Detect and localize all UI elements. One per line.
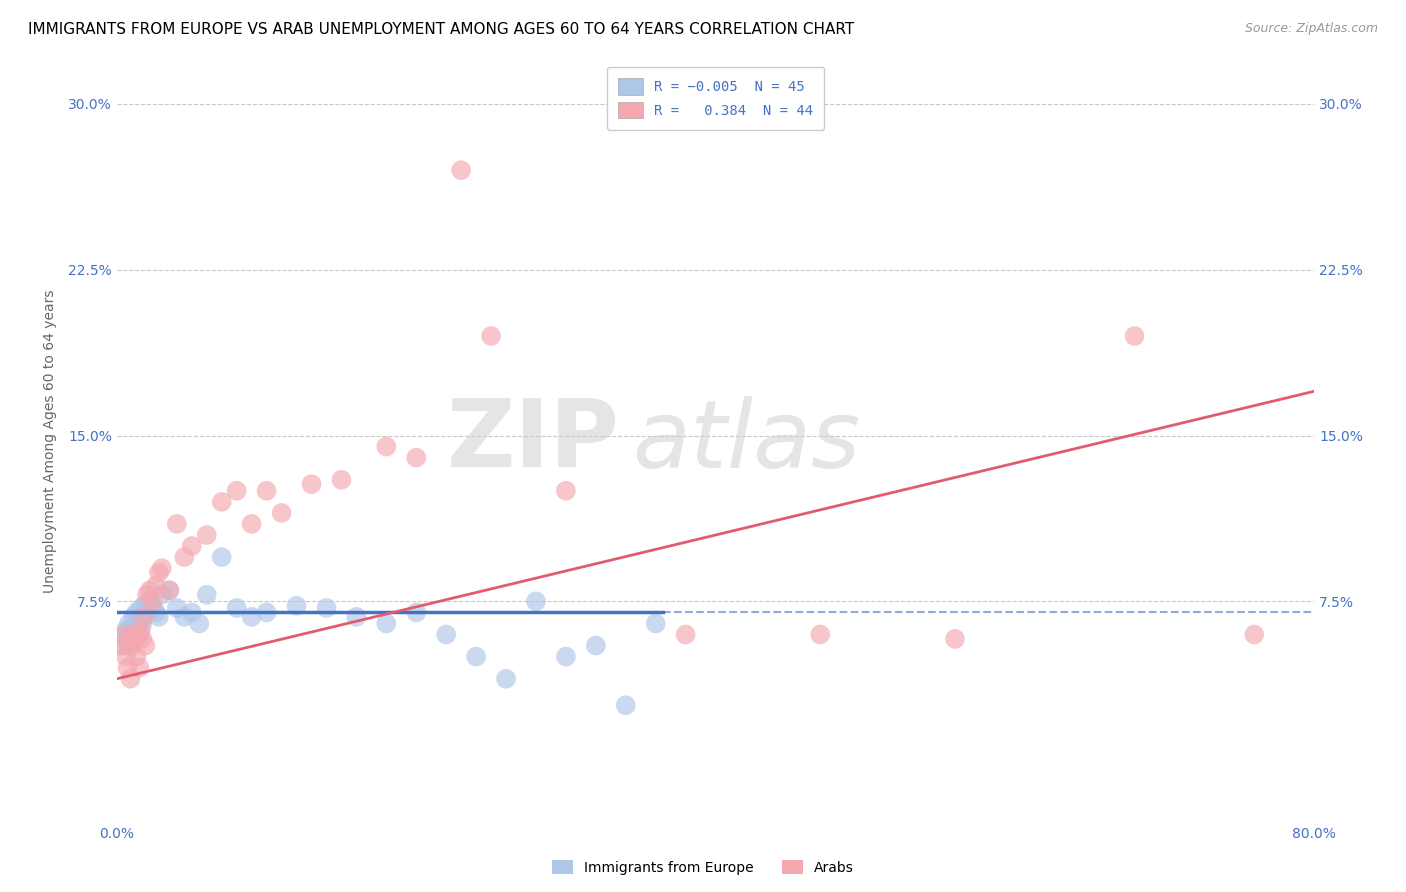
Point [188,616,211,631]
Point [166,601,188,615]
Point [375,440,398,454]
Point [256,483,278,498]
Point [128,661,150,675]
Point [150,561,173,575]
Point [225,483,247,498]
Point [129,623,152,637]
Point [180,539,202,553]
Point [124,634,146,648]
Point [479,329,502,343]
Point [115,649,138,664]
Point [157,583,180,598]
Point [195,528,218,542]
Point [644,616,666,631]
Point [256,606,278,620]
Point [225,601,247,615]
Point [524,594,547,608]
Point [301,477,323,491]
Point [118,616,141,631]
Point [211,495,233,509]
Point [148,610,170,624]
Point [166,516,188,531]
Point [434,627,457,641]
Text: IMMIGRANTS FROM EUROPE VS ARAB UNEMPLOYMENT AMONG AGES 60 TO 64 YEARS CORRELATIO: IMMIGRANTS FROM EUROPE VS ARAB UNEMPLOYM… [28,22,855,37]
Point [405,450,427,465]
Point [121,621,143,635]
Point [134,597,156,611]
Point [270,506,292,520]
Point [142,594,165,608]
Point [114,627,136,641]
Point [122,610,145,624]
Point [132,610,155,624]
Point [150,588,173,602]
Point [118,639,141,653]
Point [495,672,517,686]
Point [211,550,233,565]
Point [131,616,153,631]
Point [131,632,153,646]
Y-axis label: Unemployment Among Ages 60 to 64 years: Unemployment Among Ages 60 to 64 years [44,289,58,593]
Point [614,698,637,713]
Point [405,606,427,620]
Point [122,627,145,641]
Point [315,601,337,615]
Legend: Immigrants from Europe, Arabs: Immigrants from Europe, Arabs [547,855,859,880]
Point [125,649,148,664]
Point [127,627,149,641]
Point [450,163,472,178]
Point [135,588,157,602]
Point [344,610,367,624]
Point [173,550,195,565]
Point [808,627,831,641]
Point [173,610,195,624]
Point [375,616,398,631]
Point [117,632,139,646]
Point [180,606,202,620]
Point [585,639,607,653]
Point [145,606,167,620]
Legend: R = −0.005  N = 45, R =   0.384  N = 44: R = −0.005 N = 45, R = 0.384 N = 44 [607,67,824,129]
Text: Source: ZipAtlas.com: Source: ZipAtlas.com [1244,22,1378,36]
Point [1123,329,1146,343]
Point [943,632,966,646]
Point [117,661,139,675]
Point [115,623,138,637]
Point [129,601,152,615]
Point [132,610,155,624]
Point [124,632,146,646]
Point [125,606,148,620]
Point [157,583,180,598]
Point [121,639,143,653]
Point [554,483,576,498]
Point [127,616,149,631]
Point [1243,627,1265,641]
Point [285,599,308,613]
Point [139,583,162,598]
Point [240,516,263,531]
Point [128,627,150,641]
Point [134,639,156,653]
Text: atlas: atlas [631,395,860,486]
Point [139,594,162,608]
Point [195,588,218,602]
Point [135,606,157,620]
Point [330,473,353,487]
Point [120,672,142,686]
Text: ZIP: ZIP [447,395,620,487]
Point [120,627,142,641]
Point [148,566,170,580]
Point [554,649,576,664]
Point [142,601,165,615]
Point [145,579,167,593]
Point [675,627,697,641]
Point [240,610,263,624]
Point [110,639,132,653]
Point [114,627,136,641]
Point [110,639,132,653]
Point [465,649,488,664]
